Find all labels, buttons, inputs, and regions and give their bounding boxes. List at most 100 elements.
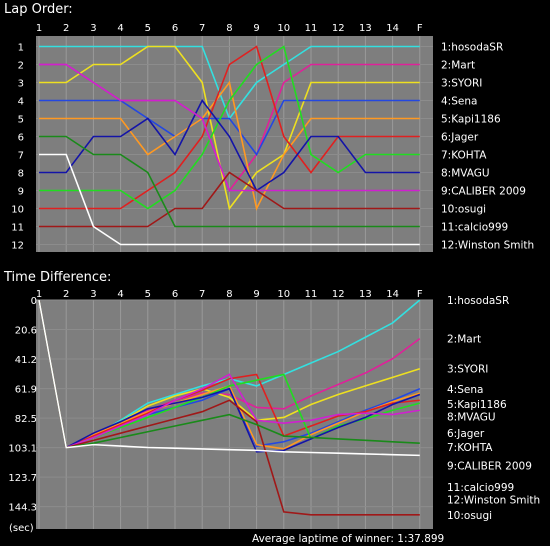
time-difference-y-ticks: 0 20.6 41.2 61.9 82.5 103.1 123.7 144.3 [8, 296, 37, 514]
time-difference-panel [36, 300, 433, 529]
lap-order-line-5-kapi1186 [39, 80, 420, 211]
time-label-6-jager: 6:Jager [447, 428, 485, 440]
time-difference-lines [38, 299, 421, 516]
lap-order-line-8-mvagu [39, 98, 420, 192]
lap-order-label-6-jager: 6:Jager [441, 132, 479, 144]
position-tick-label: 10 [11, 205, 24, 216]
position-tick-label: 1 [18, 43, 24, 54]
position-tick-label: 3 [18, 79, 24, 90]
lap-order-title: Lap Order: [4, 2, 73, 17]
lap-tick-label: 9 [253, 23, 259, 34]
lap-order-line-12-winston-smith [39, 153, 420, 246]
time-difference-driver-labels: 1:hosodaSR 2:Mart 3:SYORI 4:Sena 5:Kapi11868… [447, 295, 540, 522]
lap-order-panel [36, 36, 433, 252]
position-tick-label: 11 [11, 223, 24, 234]
lap-order-line-9-caliber-2009 [39, 63, 420, 192]
lap-tick-label: F [417, 23, 423, 34]
lap-order-driver-labels: 1:hosodaSR 2:Mart 3:SYORI 4:Sena 5:Kapi1186 6… [441, 42, 534, 252]
time-tick-label: 0 [31, 296, 37, 307]
lap-tick-label: 10 [277, 289, 290, 300]
lap-order-line-3-syori [39, 45, 420, 211]
time-label-8-mvagu: 8:MVAGU [447, 412, 496, 424]
lap-tick-label: 12 [332, 23, 345, 34]
lap-tick-label: F [417, 289, 423, 300]
lap-order-line-10-osugi [39, 171, 420, 228]
lap-tick-label: 12 [332, 289, 345, 300]
lap-order-label-9-caliber-2009: 9:CALIBER 2009 [441, 186, 526, 198]
lap-order-x-ticks: 1 2 3 4 5 6 7 8 9 10 11 12 13 14 F [36, 23, 423, 34]
lap-tick-label: 7 [199, 289, 205, 300]
lap-order-label-4-sena: 4:Sena [441, 96, 477, 108]
time-tick-label: 82.5 [15, 414, 37, 425]
position-tick-label: 12 [11, 241, 24, 252]
lap-tick-label: 14 [386, 23, 399, 34]
lap-order-label-10-osugi: 10:osugi [441, 204, 486, 216]
position-tick-label: 6 [18, 133, 24, 144]
time-label-7-kohta: 7:KOHTA [447, 442, 493, 454]
time-tick-label: 103.1 [8, 444, 37, 455]
lap-tick-label: 8 [226, 23, 232, 34]
lap-tick-label: 13 [359, 23, 372, 34]
lap-tick-label: 3 [90, 289, 96, 300]
lap-tick-label: 4 [117, 23, 123, 34]
time-tick-label: 123.7 [8, 473, 37, 484]
lap-tick-label: 14 [386, 289, 399, 300]
time-tick-label: 41.2 [15, 355, 37, 366]
position-tick-label: 8 [18, 169, 24, 180]
time-tick-label: 61.9 [15, 385, 37, 396]
lap-order-line-4-sena [39, 99, 420, 157]
lap-order-label-2-mart: 2:Mart [441, 60, 475, 72]
lap-tick-label: 11 [305, 23, 318, 34]
time-tick-label: 20.6 [15, 326, 37, 337]
lap-tick-label: 5 [145, 289, 151, 300]
lap-tick-label: 5 [145, 23, 151, 34]
position-tick-label: 9 [18, 187, 24, 198]
lap-tick-label: 13 [359, 289, 372, 300]
lap-order-label-8-mvagu: 8:MVAGU [441, 168, 490, 180]
time-label-3-syori: 3:SYORI [447, 364, 488, 376]
lap-order-lines [39, 45, 420, 246]
lap-order-line-11-calcio999 [39, 135, 420, 228]
lap-tick-label: 8 [226, 289, 232, 300]
lap-order-label-3-syori: 3:SYORI [441, 78, 482, 90]
position-tick-label: 7 [18, 151, 24, 162]
lap-tick-label: 3 [90, 23, 96, 34]
time-label-12-winston-smith: 12:Winston Smith [447, 494, 540, 506]
lap-order-label-1-hosodasr: 1:hosodaSR [441, 42, 503, 54]
lap-tick-label: 11 [305, 289, 318, 300]
average-laptime-footer: Average laptime of winner: 1:37.899 [252, 533, 444, 545]
time-line-8-mvagu [38, 299, 421, 453]
lap-tick-label: 6 [172, 289, 178, 300]
lap-tick-label: 10 [277, 23, 290, 34]
lap-tick-label: 6 [172, 23, 178, 34]
lap-tick-label: 9 [253, 289, 259, 300]
position-tick-label: 5 [18, 115, 24, 126]
time-difference-title: Time Difference: [3, 270, 111, 285]
time-label-4-sena: 4:Sena [447, 384, 483, 396]
time-tick-label: 144.3 [8, 503, 37, 514]
lap-order-label-7-kohta: 7:KOHTA [441, 150, 487, 162]
lap-tick-label: 2 [63, 23, 69, 34]
time-difference-x-ticks: 1 2 3 4 5 6 7 8 9 10 11 12 13 14 F [36, 289, 423, 300]
position-tick-label: 4 [18, 97, 24, 108]
lap-tick-label: 1 [36, 23, 42, 34]
time-line-9-caliber-2009 [38, 299, 420, 449]
lap-order-label-12-winston-smith: 12:Winston Smith [441, 240, 534, 252]
lap-order-label-5-kapi1186: 5:Kapi1186 [441, 114, 501, 126]
lap-tick-label: 4 [117, 289, 123, 300]
lap-tick-label: 1 [36, 289, 42, 300]
time-label-11-calcio999: 11:calcio999 [447, 482, 514, 494]
time-line-10-osugi [38, 299, 420, 516]
time-line-12-winston-smith [38, 299, 420, 457]
time-line-11-calcio999 [38, 299, 420, 449]
lap-order-line-6-jager [39, 45, 420, 210]
time-label-5-kapi1186: 5:Kapi1186 [447, 399, 507, 411]
lap-tick-label: 7 [199, 23, 205, 34]
lap-tick-label: 2 [63, 289, 69, 300]
lap-order-label-11-calcio999: 11:calcio999 [441, 222, 508, 234]
time-unit-label: (sec) [9, 523, 34, 534]
time-label-2-mart: 2:Mart [447, 334, 481, 346]
